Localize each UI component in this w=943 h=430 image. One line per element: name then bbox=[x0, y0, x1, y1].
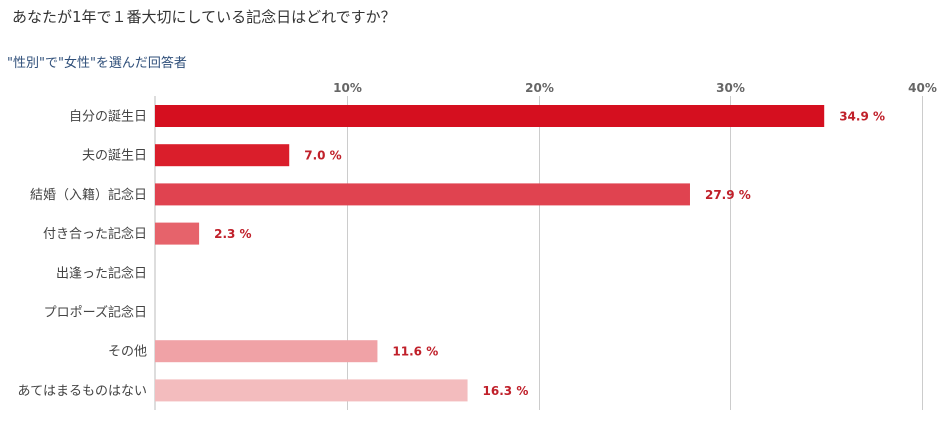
category-label: 夫の誕生日 bbox=[82, 149, 147, 164]
category-label: 出逢った記念日 bbox=[56, 265, 147, 281]
x-tick-label: 20% bbox=[525, 81, 554, 95]
bar bbox=[155, 222, 200, 245]
category-label: 自分の誕生日 bbox=[69, 110, 147, 125]
category-label: 付き合った記念日 bbox=[43, 226, 147, 242]
bar bbox=[155, 144, 290, 167]
respondent-filter-label: "性別"で"女性"を選んだ回答者 bbox=[7, 56, 187, 71]
data-label: 34.9 % bbox=[839, 110, 885, 124]
chart-question-title: あなたが1年で１番大切にしている記念日はどれですか？ bbox=[12, 8, 396, 26]
x-tick-label: 30% bbox=[716, 81, 745, 95]
category-label: 結婚（入籍）記念日 bbox=[30, 187, 147, 203]
data-label: 7.0 % bbox=[304, 149, 341, 163]
bar bbox=[155, 105, 825, 127]
bar bbox=[155, 183, 690, 206]
x-tick-label: 40% bbox=[908, 81, 937, 95]
bar bbox=[155, 340, 378, 363]
data-label: 16.3 % bbox=[483, 384, 529, 398]
category-label: その他 bbox=[108, 345, 147, 360]
data-label: 11.6 % bbox=[392, 345, 438, 359]
x-tick-label: 10% bbox=[333, 81, 362, 95]
category-label: あてはまるものはない bbox=[18, 384, 147, 399]
data-label: 27.9 % bbox=[705, 188, 751, 202]
category-label: プロポーズ記念日 bbox=[44, 305, 147, 321]
bar bbox=[155, 379, 468, 402]
data-label: 2.3 % bbox=[214, 227, 251, 241]
